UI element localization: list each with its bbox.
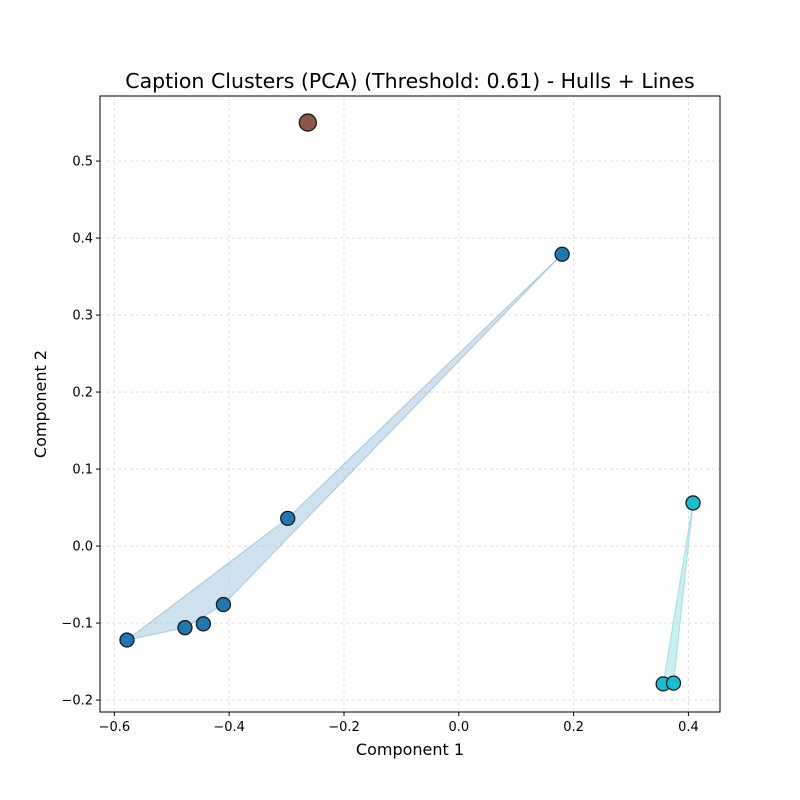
cluster-0-point [195,616,211,632]
plot-frame [99,95,721,713]
y-axis-label: Component 2 [31,350,50,458]
x-tick-label: −0.6 [99,720,131,735]
x-axis-label: Component 1 [356,740,464,759]
x-tick-label: 0.4 [678,720,699,735]
point-layer [119,113,701,692]
grid-layer [100,96,720,712]
x-tick-label: 0.2 [563,720,584,735]
cluster-0-point [215,596,232,613]
y-tick-label: −0.1 [61,617,93,632]
tick-layer: −0.6 −0.4 −0.2 0.0 0.2 0.4 −0.2 −0.1 0.0 0.1 0.2 0.… [61,155,698,735]
cluster-0-point [554,246,570,262]
x-tick-label: −0.4 [213,720,245,735]
y-tick-label: 0.3 [72,309,93,324]
y-tick-label: 0.4 [72,232,93,247]
y-tick-label: 0.2 [72,386,93,401]
y-tick-label: −0.2 [61,694,93,709]
chart-title: Caption Clusters (PCA) (Threshold: 0.61)… [125,69,694,93]
x-tick-label: −0.2 [328,720,360,735]
cluster-0-point [119,632,135,648]
cluster-2-point [298,113,317,132]
x-tick-label: 0.0 [448,720,469,735]
y-tick-label: 0.5 [72,155,93,170]
cluster-0-point [177,620,193,636]
cluster-1-point [685,495,701,511]
cluster-hull-0 [126,253,563,641]
cluster-1-point [665,675,682,691]
y-tick-label: 0.1 [72,463,93,478]
y-tick-label: 0.0 [72,540,93,555]
cluster-0-point [280,510,296,526]
